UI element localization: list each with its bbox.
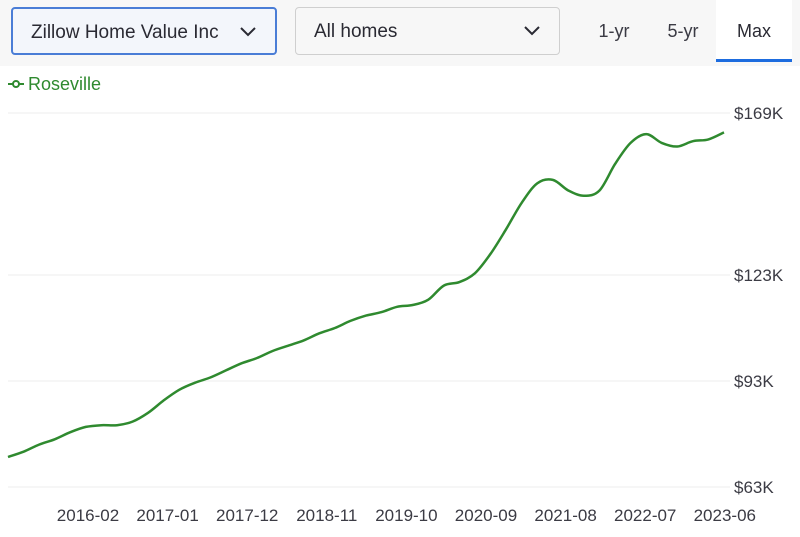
home-type-select[interactable]: All homes [295, 7, 560, 55]
x-tick-label: 2023-06 [694, 506, 756, 525]
metric-select-value: Zillow Home Value Inc [31, 22, 219, 43]
x-tick-label: 2018-11 [296, 506, 357, 525]
range-tab-1yr[interactable]: 1-yr [598, 21, 630, 41]
y-tick-label: $123K [734, 266, 784, 285]
y-axis-ticks: $63K $93K $123K $169K [734, 104, 784, 497]
range-tab-max[interactable]: Max [716, 0, 792, 62]
grid-lines [8, 112, 730, 488]
x-tick-label: 2017-12 [216, 506, 278, 525]
legend-marker-icon [8, 80, 24, 88]
legend-label-roseville: Roseville [28, 73, 102, 94]
chart-toolbar: Zillow Home Value Inc All homes 1-yr 5-y… [0, 0, 800, 66]
x-tick-label: 2020-09 [455, 506, 517, 525]
chevron-down-icon [524, 26, 540, 36]
y-tick-label: $169K [734, 104, 784, 123]
x-axis-ticks: 2016-02 2017-01 2017-12 2018-11 2019-10 2020-… [57, 506, 756, 525]
range-tab-5yr[interactable]: 5-yr [667, 21, 699, 41]
chevron-down-icon [240, 27, 256, 37]
x-tick-label: 2017-01 [136, 506, 198, 525]
x-tick-label: 2016-02 [57, 506, 119, 525]
y-tick-label: $63K [734, 478, 774, 497]
home-type-select-value: All homes [314, 21, 398, 42]
series-layer [7, 131, 725, 459]
metric-select[interactable]: Zillow Home Value Inc [11, 7, 277, 55]
y-tick-label: $93K [734, 372, 774, 391]
x-tick-label: 2021-08 [534, 506, 596, 525]
x-tick-label: 2019-10 [375, 506, 437, 525]
series-line-roseville [7, 131, 725, 459]
x-tick-label: 2022-07 [614, 506, 676, 525]
chart-legend: Roseville [8, 72, 101, 96]
